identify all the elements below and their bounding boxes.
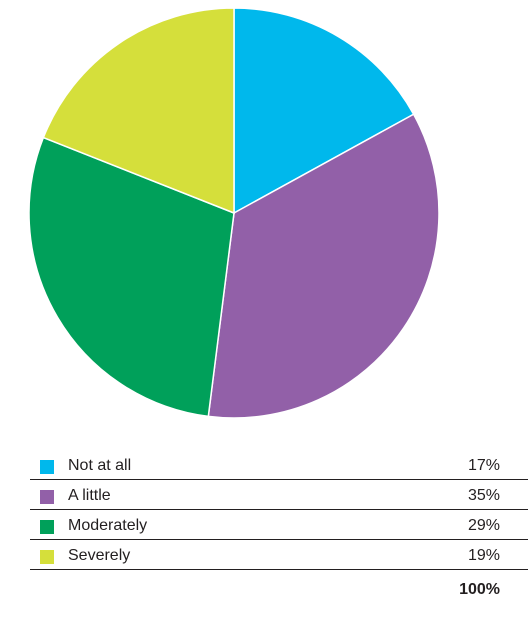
pie-slice — [28, 136, 235, 418]
legend-label: Not at all — [68, 457, 132, 474]
total-value: 100% — [459, 581, 500, 598]
total-row: 100% — [30, 570, 528, 606]
legend-row: Not at all 17% — [30, 450, 528, 480]
legend-table: Not at all 17% A little 35% Moderately 2… — [30, 450, 528, 606]
legend-value: 19% — [467, 547, 500, 564]
legend-swatch — [40, 460, 54, 474]
legend-swatch — [40, 490, 54, 504]
legend-value: 29% — [467, 517, 500, 534]
legend-value: 35% — [467, 487, 500, 504]
legend-swatch — [40, 550, 54, 564]
legend-swatch — [40, 520, 54, 534]
pie-slice — [207, 113, 440, 419]
legend-value: 17% — [467, 457, 500, 474]
legend-label: A little — [68, 487, 111, 504]
pie-chart — [28, 7, 440, 419]
legend-label: Moderately — [68, 517, 148, 534]
pie-slice — [42, 7, 235, 215]
pie-slice — [233, 7, 415, 215]
legend-row: Severely 19% — [30, 540, 528, 570]
legend-label: Severely — [68, 547, 131, 564]
legend-row: A little 35% — [30, 480, 528, 510]
legend-row: Moderately 29% — [30, 510, 528, 540]
